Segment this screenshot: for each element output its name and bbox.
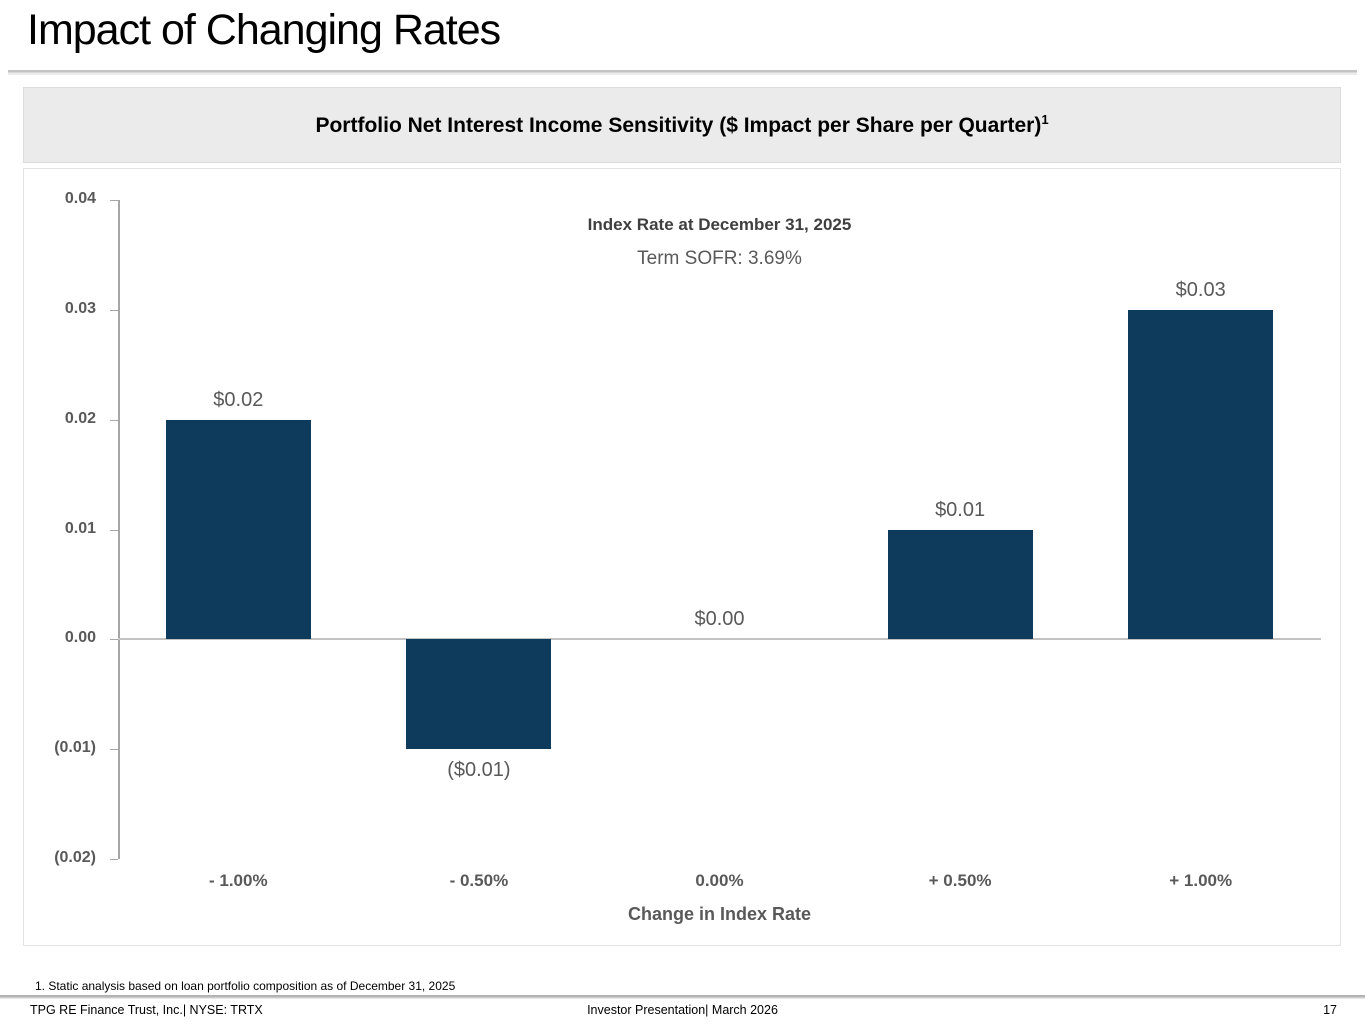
chart-title: Portfolio Net Interest Income Sensitivit… (315, 112, 1048, 138)
annotation-index-rate: Index Rate at December 31, 2025 (587, 215, 852, 234)
chart-title-text: Portfolio Net Interest Income Sensitivit… (315, 114, 1042, 137)
chart-title-superscript: 1 (1041, 112, 1049, 127)
y-tick-mark (110, 200, 118, 201)
y-tick-label: 0.04 (64, 190, 96, 207)
footer-divider (0, 995, 1365, 999)
y-tick-label: 0.03 (64, 299, 96, 317)
y-tick-mark (110, 529, 118, 531)
plot-area: Index Rate at December 31, 2025 Term SOF… (24, 169, 1340, 945)
y-tick-mark (110, 309, 118, 311)
page-title: Impact of Changing Rates (27, 6, 501, 54)
y-tick-label: 0.02 (64, 409, 96, 427)
x-tick-label: - 0.50% (449, 871, 509, 890)
y-axis-line (118, 200, 120, 859)
x-tick-label: - 1.00% (209, 871, 268, 890)
x-tick-label: + 0.50% (928, 871, 992, 890)
y-tick-label: (0.02) (54, 849, 96, 866)
zero-gridline (118, 638, 1321, 641)
chart-annotation: Index Rate at December 31, 2025 Term SOF… (118, 215, 1321, 270)
bar (1128, 309, 1274, 640)
footer-company: TPG RE Finance Trust, Inc.| NYSE: TRTX (30, 1003, 263, 1017)
x-tick-label: + 1.00% (1169, 871, 1233, 890)
title-divider (8, 70, 1357, 75)
footer-page-number: 17 (1323, 1003, 1337, 1017)
chart-panel-body: Index Rate at December 31, 2025 Term SOF… (23, 168, 1341, 946)
bar-value-label: ($0.01) (447, 759, 511, 782)
y-tick-label: 0.00 (64, 629, 96, 647)
y-tick-mark (110, 419, 118, 421)
bar-value-label: $0.01 (935, 498, 986, 521)
x-axis-title: Change in Index Rate (627, 904, 812, 924)
y-tick-mark (110, 639, 118, 641)
x-tick-label: 0.00% (695, 871, 744, 890)
y-tick-label: 0.01 (64, 519, 96, 537)
bar-value-label: $0.03 (1175, 278, 1226, 301)
bar-value-label: $0.02 (213, 388, 264, 411)
y-tick-label: (0.01) (54, 739, 96, 757)
y-tick-mark (110, 859, 118, 860)
footnote: 1. Static analysis based on loan portfol… (35, 979, 456, 993)
annotation-term-sofr: Term SOFR: 3.69% (637, 248, 802, 269)
chart-panel-header: Portfolio Net Interest Income Sensitivit… (23, 87, 1341, 163)
bar (887, 529, 1033, 640)
bar-value-label: $0.00 (694, 608, 745, 631)
y-tick-mark (110, 749, 118, 751)
footer-presentation: Investor Presentation| March 2026 (587, 1003, 778, 1017)
bar (406, 639, 552, 750)
bar (165, 419, 311, 640)
